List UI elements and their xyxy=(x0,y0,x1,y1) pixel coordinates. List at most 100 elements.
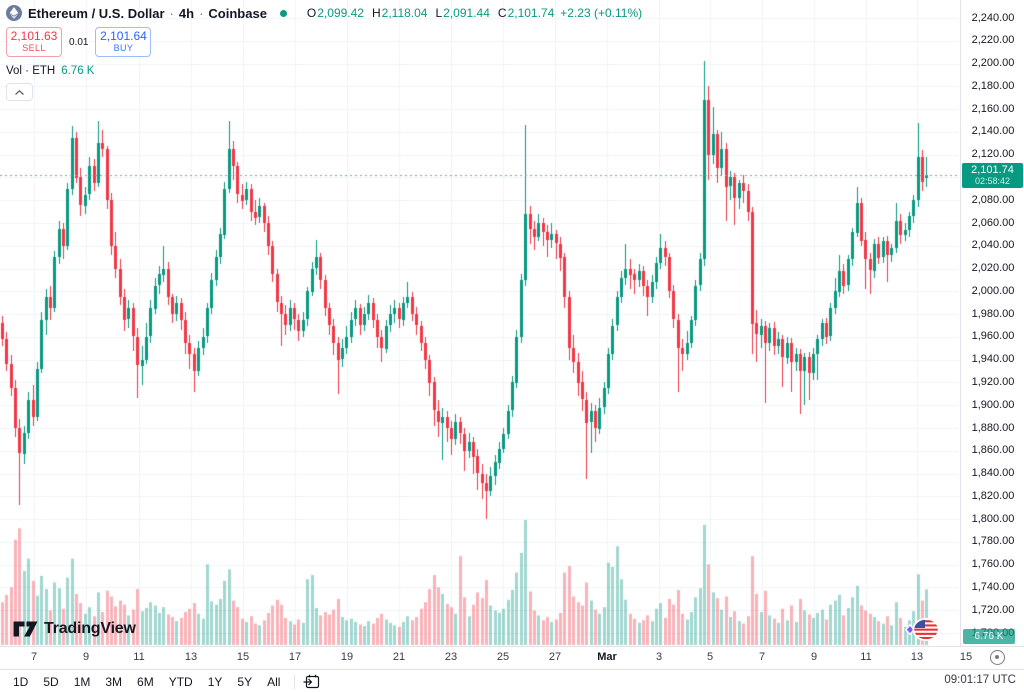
range-button-1m[interactable]: 1M xyxy=(73,674,91,689)
market-status-dot[interactable] xyxy=(279,9,287,17)
low-value: 2,091.44 xyxy=(443,6,490,20)
x-axis-label: 27 xyxy=(548,651,562,663)
y-axis-label: 1,820.00 xyxy=(971,489,1015,502)
x-axis-label: 11 xyxy=(133,651,145,663)
tradingview-logo[interactable]: TradingView xyxy=(12,617,136,641)
y-axis-label: 2,200.00 xyxy=(971,57,1015,70)
order-panel: 2,101.63 SELL 0.01 2,101.64 BUY xyxy=(6,27,642,57)
chart-legend: Ethereum / U.S. Dollar · 4h · Coinbase O… xyxy=(6,4,642,101)
open-value: 2,099.42 xyxy=(317,6,364,20)
open-label: O xyxy=(306,6,317,20)
range-button-6m[interactable]: 6M xyxy=(137,674,154,689)
x-axis-label: 3 xyxy=(655,651,663,663)
y-axis-label: 2,160.00 xyxy=(971,102,1015,115)
range-button-3m[interactable]: 3M xyxy=(105,674,123,689)
y-axis-label: 1,800.00 xyxy=(971,512,1015,525)
y-axis-label: 1,980.00 xyxy=(971,307,1015,320)
y-axis-label: 1,760.00 xyxy=(971,558,1015,571)
bottom-toolbar: 1D 5D 1M 3M 6M YTD 1Y 5Y All 09:01:17 UTC xyxy=(0,669,1024,692)
y-axis-label: 2,140.00 xyxy=(971,125,1015,138)
range-button-all[interactable]: All xyxy=(267,674,281,689)
time-axis[interactable]: 7 9 11 13 15 17 19 21 23 25 27 Mar 3 5 7 9 11 13 15 xyxy=(0,646,1024,669)
x-axis-label: Mar xyxy=(597,651,617,663)
us-flag-event-icon[interactable] xyxy=(901,611,943,653)
x-axis-label: 19 xyxy=(340,651,354,663)
x-axis-label: 7 xyxy=(30,651,38,663)
buy-price: 2,101.64 xyxy=(100,29,147,43)
interval-label[interactable]: 4h xyxy=(178,5,195,21)
x-axis-label: 9 xyxy=(82,651,90,663)
y-axis-label: 2,120.00 xyxy=(971,148,1015,161)
x-axis-label: 25 xyxy=(496,651,510,663)
y-axis-label: 1,860.00 xyxy=(971,444,1015,457)
y-axis-label: 1,880.00 xyxy=(971,421,1015,434)
price-chart-canvas[interactable] xyxy=(0,0,1024,646)
y-axis-label: 2,220.00 xyxy=(971,34,1015,47)
volume-axis-tag: 6.76 K xyxy=(963,629,1015,644)
y-axis-label: 2,080.00 xyxy=(971,193,1015,206)
high-label: H xyxy=(371,6,381,20)
volume-indicator-value: 6.76 K xyxy=(61,65,95,77)
buy-button[interactable]: 2,101.64 BUY xyxy=(95,27,152,57)
sell-button[interactable]: 2,101.63 SELL xyxy=(6,27,62,57)
buy-label: BUY xyxy=(113,43,134,53)
spread-value: 0.01 xyxy=(69,36,89,48)
go-to-date-button[interactable] xyxy=(303,674,320,689)
y-axis-label: 1,960.00 xyxy=(971,330,1015,343)
last-price-tag: 2,101.74 02:58:42 xyxy=(962,162,1023,188)
x-axis-label: 15 xyxy=(236,651,250,663)
x-axis-label: 7 xyxy=(758,651,766,663)
last-price-value: 2,101.74 xyxy=(971,163,1014,176)
sell-price: 2,101.63 xyxy=(10,29,58,43)
x-axis-label: 13 xyxy=(910,651,924,663)
tradingview-logo-icon xyxy=(13,621,38,637)
y-axis-label: 2,180.00 xyxy=(971,79,1015,92)
ohlc-values: O 2,099.42 H 2,118.04 L 2,091.44 C 2,101… xyxy=(299,6,642,20)
high-value: 2,118.04 xyxy=(381,6,428,20)
x-axis-label: 11 xyxy=(860,651,872,663)
volume-indicator-row: Vol · ETH 6.76 K xyxy=(6,65,642,77)
range-button-5d[interactable]: 5D xyxy=(43,674,59,689)
y-axis-label: 2,040.00 xyxy=(971,239,1015,252)
y-axis-label: 2,000.00 xyxy=(971,284,1015,297)
chevron-up-icon xyxy=(15,89,24,95)
tradingview-logo-text: TradingView xyxy=(44,620,136,637)
exchange-label[interactable]: Coinbase xyxy=(208,5,267,21)
bar-countdown: 02:58:42 xyxy=(974,175,1011,186)
y-axis-label: 1,720.00 xyxy=(971,603,1015,616)
y-axis-label: 1,920.00 xyxy=(971,375,1015,388)
range-button-5y[interactable]: 5Y xyxy=(237,674,253,689)
symbol-title[interactable]: Ethereum / U.S. Dollar xyxy=(28,5,165,21)
y-axis-label: 1,780.00 xyxy=(971,535,1015,548)
calendar-arrow-icon xyxy=(303,674,320,689)
y-axis-label: 2,240.00 xyxy=(971,11,1015,24)
x-axis-label: 15 xyxy=(959,651,973,663)
change-value: +2.23 (+0.11%) xyxy=(560,6,643,20)
range-button-ytd[interactable]: YTD xyxy=(168,674,193,689)
x-axis-label: 5 xyxy=(706,651,714,663)
date-range-switcher: 1D 5D 1M 3M 6M YTD 1Y 5Y All xyxy=(10,674,292,690)
y-axis-label: 2,060.00 xyxy=(971,216,1015,229)
collapse-legend-button[interactable] xyxy=(6,83,33,101)
y-axis-label: 1,840.00 xyxy=(971,467,1015,480)
price-axis[interactable]: 2,240.00 2,220.00 2,200.00 2,180.00 2,160.00… xyxy=(960,0,1024,646)
x-axis-label: 9 xyxy=(810,651,818,663)
y-axis-label: 2,020.00 xyxy=(971,262,1015,275)
timezone-clock[interactable]: 09:01:17 UTC xyxy=(944,674,1016,686)
y-axis-label: 1,900.00 xyxy=(971,398,1015,411)
y-axis-label: 1,740.00 xyxy=(971,580,1015,593)
range-button-1y[interactable]: 1Y xyxy=(207,674,223,689)
range-button-1d[interactable]: 1D xyxy=(13,674,29,689)
toolbar-divider xyxy=(294,674,296,689)
volume-indicator-label[interactable]: Vol · ETH xyxy=(6,65,56,77)
low-label: L xyxy=(435,6,443,20)
title-separator: · xyxy=(199,5,204,21)
x-axis-label: 17 xyxy=(288,651,302,663)
title-separator: · xyxy=(169,5,174,21)
x-axis-label: 23 xyxy=(444,651,458,663)
x-axis-label: 21 xyxy=(392,651,406,663)
close-value: 2,101.74 xyxy=(507,6,555,20)
target-icon[interactable] xyxy=(990,650,1005,665)
close-label: C xyxy=(497,6,507,20)
